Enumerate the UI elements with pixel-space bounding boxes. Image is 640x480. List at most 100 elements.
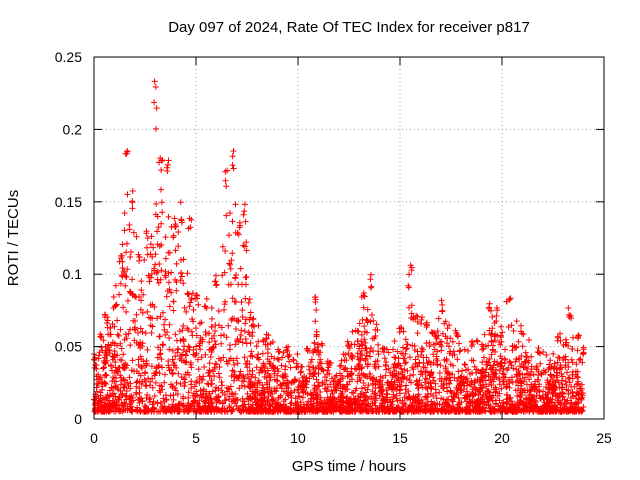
- data-point: [181, 382, 188, 389]
- data-point: [156, 351, 163, 358]
- data-point: [379, 374, 386, 381]
- data-point: [154, 354, 161, 361]
- data-point: [532, 386, 539, 393]
- data-point: [102, 380, 109, 387]
- data-point: [216, 364, 223, 371]
- data-point: [336, 363, 343, 370]
- data-point: [506, 358, 513, 365]
- data-point: [222, 396, 229, 403]
- data-point: [207, 402, 214, 409]
- data-point: [165, 213, 172, 220]
- data-point: [190, 346, 197, 353]
- data-point: [421, 379, 428, 386]
- data-point: [119, 402, 126, 409]
- data-point: [523, 354, 530, 361]
- data-point: [94, 381, 101, 388]
- data-point: [576, 385, 583, 392]
- data-point: [239, 314, 246, 321]
- data-point: [329, 390, 336, 397]
- data-point: [120, 268, 127, 275]
- data-point: [240, 211, 247, 218]
- data-point: [240, 373, 247, 380]
- data-point: [363, 352, 370, 359]
- data-point: [567, 312, 574, 319]
- data-point: [264, 386, 271, 393]
- data-point: [178, 219, 185, 226]
- data-point: [242, 336, 249, 343]
- data-point: [385, 365, 392, 372]
- data-point: [261, 363, 268, 370]
- data-point: [220, 354, 227, 361]
- data-point: [402, 336, 409, 343]
- data-point: [280, 349, 287, 356]
- data-point: [399, 350, 406, 357]
- data-point: [522, 358, 529, 365]
- data-point: [122, 406, 129, 413]
- data-point: [380, 395, 387, 402]
- data-point: [354, 401, 361, 408]
- data-point: [227, 261, 234, 268]
- data-point: [173, 260, 180, 267]
- data-point: [207, 381, 214, 388]
- data-point: [440, 401, 447, 408]
- data-point: [180, 322, 187, 329]
- data-point: [442, 363, 449, 370]
- data-point: [215, 385, 222, 392]
- data-point: [500, 378, 507, 385]
- data-point: [315, 399, 322, 406]
- data-point: [132, 294, 139, 301]
- data-point: [435, 315, 442, 322]
- data-point: [124, 297, 131, 304]
- data-point: [201, 399, 208, 406]
- data-point: [112, 302, 119, 309]
- data-point: [544, 408, 551, 415]
- x-tick-label: 20: [494, 430, 510, 446]
- data-point: [337, 378, 344, 385]
- data-point: [202, 351, 209, 358]
- data-point: [295, 389, 302, 396]
- data-point: [369, 408, 376, 415]
- data-point: [197, 346, 204, 353]
- data-point: [339, 408, 346, 415]
- data-point: [533, 398, 540, 405]
- data-point: [480, 345, 487, 352]
- data-point: [471, 363, 478, 370]
- data-point: [463, 375, 470, 382]
- data-point: [328, 375, 335, 382]
- data-point: [144, 235, 151, 242]
- data-point: [546, 361, 553, 368]
- data-point: [301, 373, 308, 380]
- data-point: [170, 403, 177, 410]
- data-point: [512, 344, 519, 351]
- data-point: [361, 336, 368, 343]
- data-point: [532, 378, 539, 385]
- data-point: [252, 374, 259, 381]
- data-point: [554, 333, 561, 340]
- data-point: [103, 320, 110, 327]
- data-point: [576, 356, 583, 363]
- data-point: [198, 354, 205, 361]
- data-point: [145, 375, 152, 382]
- data-point: [351, 365, 358, 372]
- data-point: [508, 407, 515, 414]
- data-point: [330, 404, 337, 411]
- data-point: [375, 341, 382, 348]
- data-point: [513, 373, 520, 380]
- data-point: [149, 384, 156, 391]
- data-point: [118, 377, 125, 384]
- data-point: [158, 199, 165, 206]
- data-point: [547, 357, 554, 364]
- data-point: [465, 347, 472, 354]
- data-point: [240, 378, 247, 385]
- data-point: [311, 382, 318, 389]
- data-point: [209, 335, 216, 342]
- data-point: [489, 371, 496, 378]
- data-point: [390, 393, 397, 400]
- data-point: [153, 365, 160, 372]
- data-point: [145, 272, 152, 279]
- data-point: [550, 390, 557, 397]
- data-point: [423, 340, 430, 347]
- data-point: [154, 241, 161, 248]
- data-point: [298, 363, 305, 370]
- data-point: [122, 392, 129, 399]
